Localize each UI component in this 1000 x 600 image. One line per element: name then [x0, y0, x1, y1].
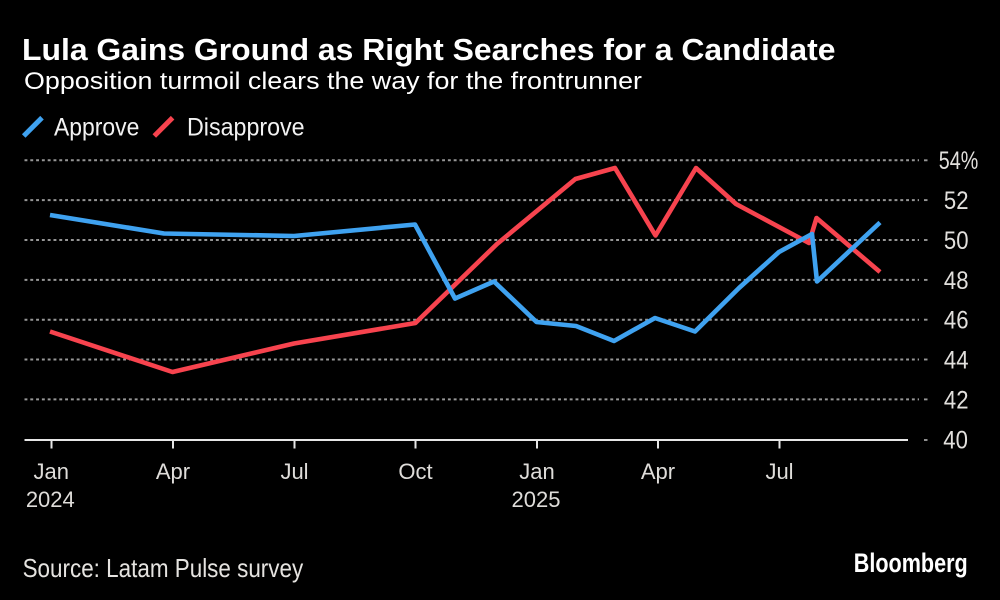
svg-text:Opposition turmoil clears the: Opposition turmoil clears the way for th…	[24, 68, 642, 95]
svg-text:44: 44	[944, 347, 969, 375]
svg-text:Jan: Jan	[34, 459, 69, 484]
svg-text:Lula Gains Ground as Right Sea: Lula Gains Ground as Right Searches for …	[22, 32, 836, 67]
svg-text:50: 50	[944, 227, 969, 255]
svg-text:52: 52	[944, 187, 969, 215]
svg-text:48: 48	[944, 267, 969, 295]
svg-text:Apr: Apr	[156, 459, 190, 484]
svg-text:Approve: Approve	[54, 113, 139, 141]
svg-text:Source: Latam Pulse survey: Source: Latam Pulse survey	[23, 553, 304, 583]
svg-text:Bloomberg: Bloomberg	[854, 548, 968, 578]
svg-text:Disapprove: Disapprove	[187, 113, 305, 141]
svg-text:54%: 54%	[939, 147, 979, 175]
svg-text:Jan: Jan	[519, 459, 554, 484]
svg-text:40: 40	[943, 426, 968, 454]
svg-text:Jul: Jul	[280, 459, 308, 484]
svg-text:Apr: Apr	[641, 459, 675, 484]
svg-text:Jul: Jul	[765, 459, 793, 484]
svg-text:2025: 2025	[512, 487, 561, 512]
svg-text:2024: 2024	[26, 487, 75, 512]
svg-text:46: 46	[944, 307, 969, 335]
svg-text:Oct: Oct	[398, 459, 432, 484]
svg-text:42: 42	[944, 386, 969, 414]
